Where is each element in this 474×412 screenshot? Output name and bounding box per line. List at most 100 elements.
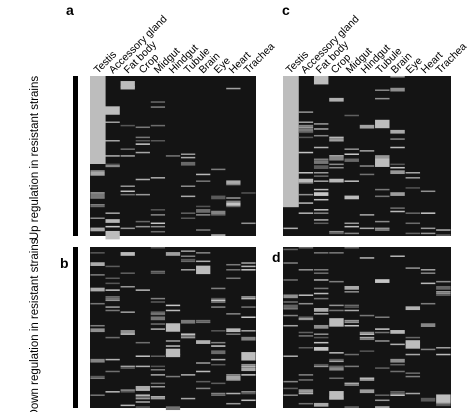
heatmap-cell xyxy=(180,212,196,214)
heatmap-cell xyxy=(120,389,135,391)
heatmap-cell xyxy=(105,289,120,291)
heatmap-cell xyxy=(375,229,390,231)
heatmap-cell xyxy=(150,382,166,385)
panel-letter-d: d xyxy=(272,249,281,265)
heatmap-cell xyxy=(90,172,105,176)
heatmap-cell xyxy=(150,124,166,127)
heatmap-cell xyxy=(344,195,359,200)
heatmap-cell xyxy=(283,394,298,396)
heatmap-cell xyxy=(390,255,405,257)
heatmap-cell xyxy=(165,406,181,411)
heatmap-cell xyxy=(329,97,344,102)
heatmap-cell xyxy=(165,340,181,342)
heatmap-cell xyxy=(436,404,451,407)
heatmap-cell xyxy=(226,200,241,203)
heatmap-testis-block xyxy=(283,76,299,208)
panel-letter-c: c xyxy=(282,2,290,18)
heatmap-cell xyxy=(90,204,105,206)
heatmap-cell xyxy=(313,192,329,196)
heatmap-cell xyxy=(313,222,329,225)
heatmap-cell xyxy=(375,394,390,396)
heatmap-cell xyxy=(344,153,359,155)
heatmap-cell xyxy=(196,370,211,373)
heatmap-cell xyxy=(283,262,298,264)
heatmap-cell xyxy=(180,335,196,337)
heatmap-cell xyxy=(211,234,226,236)
heatmap-cell xyxy=(359,389,375,394)
heatmap-cell xyxy=(180,336,196,339)
heatmap-cell xyxy=(283,294,298,299)
heatmap-cell xyxy=(390,391,405,393)
heatmap-cell xyxy=(105,391,120,393)
heatmap-cell xyxy=(390,129,405,134)
heatmap-cell xyxy=(313,134,329,137)
heatmap-cell xyxy=(298,136,314,139)
heatmap-cell xyxy=(180,156,196,159)
heatmap-cell xyxy=(329,352,344,354)
heatmap-cell xyxy=(390,363,405,366)
heatmap-cell xyxy=(344,304,359,307)
heatmap-cell xyxy=(375,399,390,402)
heatmap-cell xyxy=(420,190,436,193)
heatmap-cell xyxy=(313,146,329,149)
heatmap-cell xyxy=(329,136,344,139)
heatmap-cell xyxy=(436,285,451,290)
heatmap-cell xyxy=(375,331,390,334)
heatmap-cell xyxy=(90,170,105,172)
heatmap-cell xyxy=(359,350,375,352)
heatmap-cell xyxy=(90,274,105,276)
heatmap-cell xyxy=(390,358,405,363)
heatmap-cell-block xyxy=(375,119,390,129)
heatmap-cell xyxy=(150,374,166,376)
heatmap-cell xyxy=(375,220,390,223)
heatmap-cell xyxy=(105,370,120,373)
heatmap-cell xyxy=(135,126,150,129)
heatmap-cell xyxy=(313,172,329,174)
heatmap-cell xyxy=(313,160,329,164)
heatmap-cell xyxy=(359,379,375,381)
heatmap-cell xyxy=(420,282,436,285)
heatmap-cell xyxy=(135,365,150,368)
row-label-down: Down regulation in resistant strains xyxy=(29,238,41,412)
heatmap-cell xyxy=(298,374,314,376)
heatmap-cell xyxy=(405,222,421,225)
heatmap-panel-c xyxy=(283,76,451,236)
heatmap-cell xyxy=(120,365,135,368)
heatmap-cell xyxy=(241,330,256,332)
heatmap-cell xyxy=(405,232,421,235)
heatmap-cell xyxy=(90,193,105,198)
heatmap-cell xyxy=(135,396,150,398)
heatmap-cell xyxy=(120,404,135,407)
heatmap-cell xyxy=(298,126,314,129)
heatmap-cell xyxy=(180,161,196,166)
heatmap-cell xyxy=(420,212,436,214)
heatmap-cell xyxy=(135,341,150,344)
heatmap-cell xyxy=(405,306,421,311)
heatmap-cell xyxy=(150,101,166,103)
heatmap-cell xyxy=(135,178,150,181)
heatmap-cell xyxy=(226,263,241,266)
heatmap-cell xyxy=(211,350,226,355)
heatmap-cell xyxy=(313,308,329,312)
heatmap-cell xyxy=(120,227,135,230)
heatmap-cell xyxy=(359,257,375,259)
heatmap-cell xyxy=(150,397,166,400)
heatmap-cell xyxy=(150,316,166,321)
heatmap-cell xyxy=(241,306,256,308)
heatmap-cell xyxy=(313,128,329,130)
heatmap-cell xyxy=(241,316,256,319)
heatmap-cell xyxy=(196,387,211,390)
heatmap-cell xyxy=(90,324,105,327)
heatmap-cell xyxy=(211,392,226,395)
heatmap-cell xyxy=(359,338,375,341)
heatmap-cell xyxy=(344,232,359,235)
heatmap-cell xyxy=(196,340,211,344)
heatmap-cell xyxy=(313,212,329,214)
heatmap-cell xyxy=(329,163,344,166)
heatmap-cell xyxy=(420,269,436,271)
heatmap-cell xyxy=(150,313,166,315)
heatmap-cell xyxy=(375,279,390,283)
heatmap-cell xyxy=(313,180,329,182)
heatmap-cell xyxy=(135,140,150,142)
heatmap-cell xyxy=(436,292,451,295)
